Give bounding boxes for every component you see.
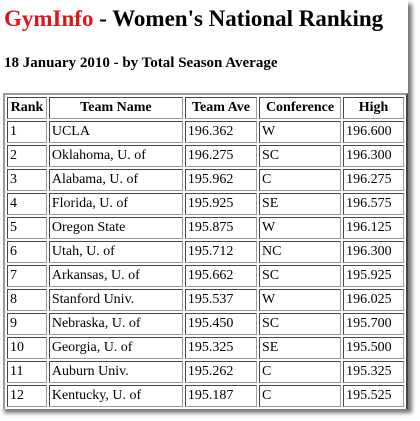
conference-cell: C xyxy=(258,385,342,407)
rank-cell: 3 xyxy=(7,169,47,191)
conference-cell: W xyxy=(258,121,342,143)
table-row: 5 Oregon State 195.875 W 196.125 xyxy=(7,217,404,239)
ranking-table-body: 1 UCLA 196.362 W 196.600 2 Oklahoma, U. of 196.… xyxy=(7,121,404,407)
team-name-cell: Arkansas, U. of xyxy=(48,265,183,287)
conference-cell: SE xyxy=(258,193,342,215)
team-ave-cell: 195.962 xyxy=(184,169,257,191)
team-ave-cell: 196.275 xyxy=(184,145,257,167)
table-row: 7 Arkansas, U. of 195.662 SC 195.925 xyxy=(7,265,404,287)
rank-cell: 4 xyxy=(7,193,47,215)
team-name-cell: Stanford Univ. xyxy=(48,289,183,311)
table-row: 12 Kentucky, U. of 195.187 C 195.525 xyxy=(7,385,404,407)
table-row: 3 Alabama, U. of 195.962 C 196.275 xyxy=(7,169,404,191)
team-ave-cell: 195.450 xyxy=(184,313,257,335)
table-row: 4 Florida, U. of 195.925 SE 196.575 xyxy=(7,193,404,215)
rank-cell: 12 xyxy=(7,385,47,407)
team-ave-cell: 195.662 xyxy=(184,265,257,287)
table-row: 2 Oklahoma, U. of 196.275 SC 196.300 xyxy=(7,145,404,167)
high-cell: 195.500 xyxy=(343,337,404,359)
high-cell: 195.925 xyxy=(343,265,404,287)
page-title: GymInfo - Women's National Ranking xyxy=(4,6,383,32)
page-subtitle: 18 January 2010 - by Total Season Averag… xyxy=(4,55,278,71)
column-header-conference: Conference xyxy=(258,97,342,119)
rank-cell: 1 xyxy=(7,121,47,143)
high-cell: 195.525 xyxy=(343,385,404,407)
table-row: 1 UCLA 196.362 W 196.600 xyxy=(7,121,404,143)
team-name-cell: Auburn Univ. xyxy=(48,361,183,383)
table-row: 9 Nebraska, U. of 195.450 SC 195.700 xyxy=(7,313,404,335)
team-name-cell: Georgia, U. of xyxy=(48,337,183,359)
high-cell: 196.600 xyxy=(343,121,404,143)
rank-cell: 10 xyxy=(7,337,47,359)
conference-cell: NC xyxy=(258,241,342,263)
team-ave-cell: 196.362 xyxy=(184,121,257,143)
team-name-cell: Utah, U. of xyxy=(48,241,183,263)
team-ave-cell: 195.187 xyxy=(184,385,257,407)
high-cell: 196.025 xyxy=(343,289,404,311)
rank-cell: 8 xyxy=(7,289,47,311)
conference-cell: W xyxy=(258,289,342,311)
high-cell: 196.300 xyxy=(343,241,404,263)
rank-cell: 7 xyxy=(7,265,47,287)
rank-cell: 9 xyxy=(7,313,47,335)
conference-cell: SC xyxy=(258,265,342,287)
rank-cell: 2 xyxy=(7,145,47,167)
team-ave-cell: 195.325 xyxy=(184,337,257,359)
high-cell: 196.575 xyxy=(343,193,404,215)
high-cell: 195.325 xyxy=(343,361,404,383)
conference-cell: C xyxy=(258,169,342,191)
table-row: 10 Georgia, U. of 195.325 SE 195.500 xyxy=(7,337,404,359)
team-name-cell: Oklahoma, U. of xyxy=(48,145,183,167)
team-name-cell: Kentucky, U. of xyxy=(48,385,183,407)
conference-cell: SC xyxy=(258,313,342,335)
page-frame: GymInfo - Women's National Ranking 18 Ja… xyxy=(3,6,408,409)
table-row: 11 Auburn Univ. 195.262 C 195.325 xyxy=(7,361,404,383)
team-name-cell: Oregon State xyxy=(48,217,183,239)
rank-cell: 6 xyxy=(7,241,47,263)
rank-cell: 11 xyxy=(7,361,47,383)
conference-cell: SE xyxy=(258,337,342,359)
team-ave-cell: 195.262 xyxy=(184,361,257,383)
conference-cell: SC xyxy=(258,145,342,167)
column-header-team-name: Team Name xyxy=(48,97,183,119)
column-header-rank: Rank xyxy=(7,97,47,119)
team-ave-cell: 195.712 xyxy=(184,241,257,263)
high-cell: 196.300 xyxy=(343,145,404,167)
table-row: 8 Stanford Univ. 195.537 W 196.025 xyxy=(7,289,404,311)
rank-cell: 5 xyxy=(7,217,47,239)
team-name-cell: UCLA xyxy=(48,121,183,143)
table-header-row: Rank Team Name Team Ave Conference High xyxy=(7,97,404,119)
page-title-text: - Women's National Ranking xyxy=(93,6,384,31)
team-name-cell: Alabama, U. of xyxy=(48,169,183,191)
team-ave-cell: 195.537 xyxy=(184,289,257,311)
team-name-cell: Florida, U. of xyxy=(48,193,183,215)
high-cell: 196.275 xyxy=(343,169,404,191)
high-cell: 195.700 xyxy=(343,313,404,335)
high-cell: 196.125 xyxy=(343,217,404,239)
column-header-team-ave: Team Ave xyxy=(184,97,257,119)
column-header-high: High xyxy=(343,97,404,119)
brand-name[interactable]: GymInfo xyxy=(4,6,94,31)
team-ave-cell: 195.875 xyxy=(184,217,257,239)
team-ave-cell: 195.925 xyxy=(184,193,257,215)
conference-cell: W xyxy=(258,217,342,239)
table-row: 6 Utah, U. of 195.712 NC 196.300 xyxy=(7,241,404,263)
team-name-cell: Nebraska, U. of xyxy=(48,313,183,335)
conference-cell: C xyxy=(258,361,342,383)
ranking-table: Rank Team Name Team Ave Conference High … xyxy=(3,93,408,409)
